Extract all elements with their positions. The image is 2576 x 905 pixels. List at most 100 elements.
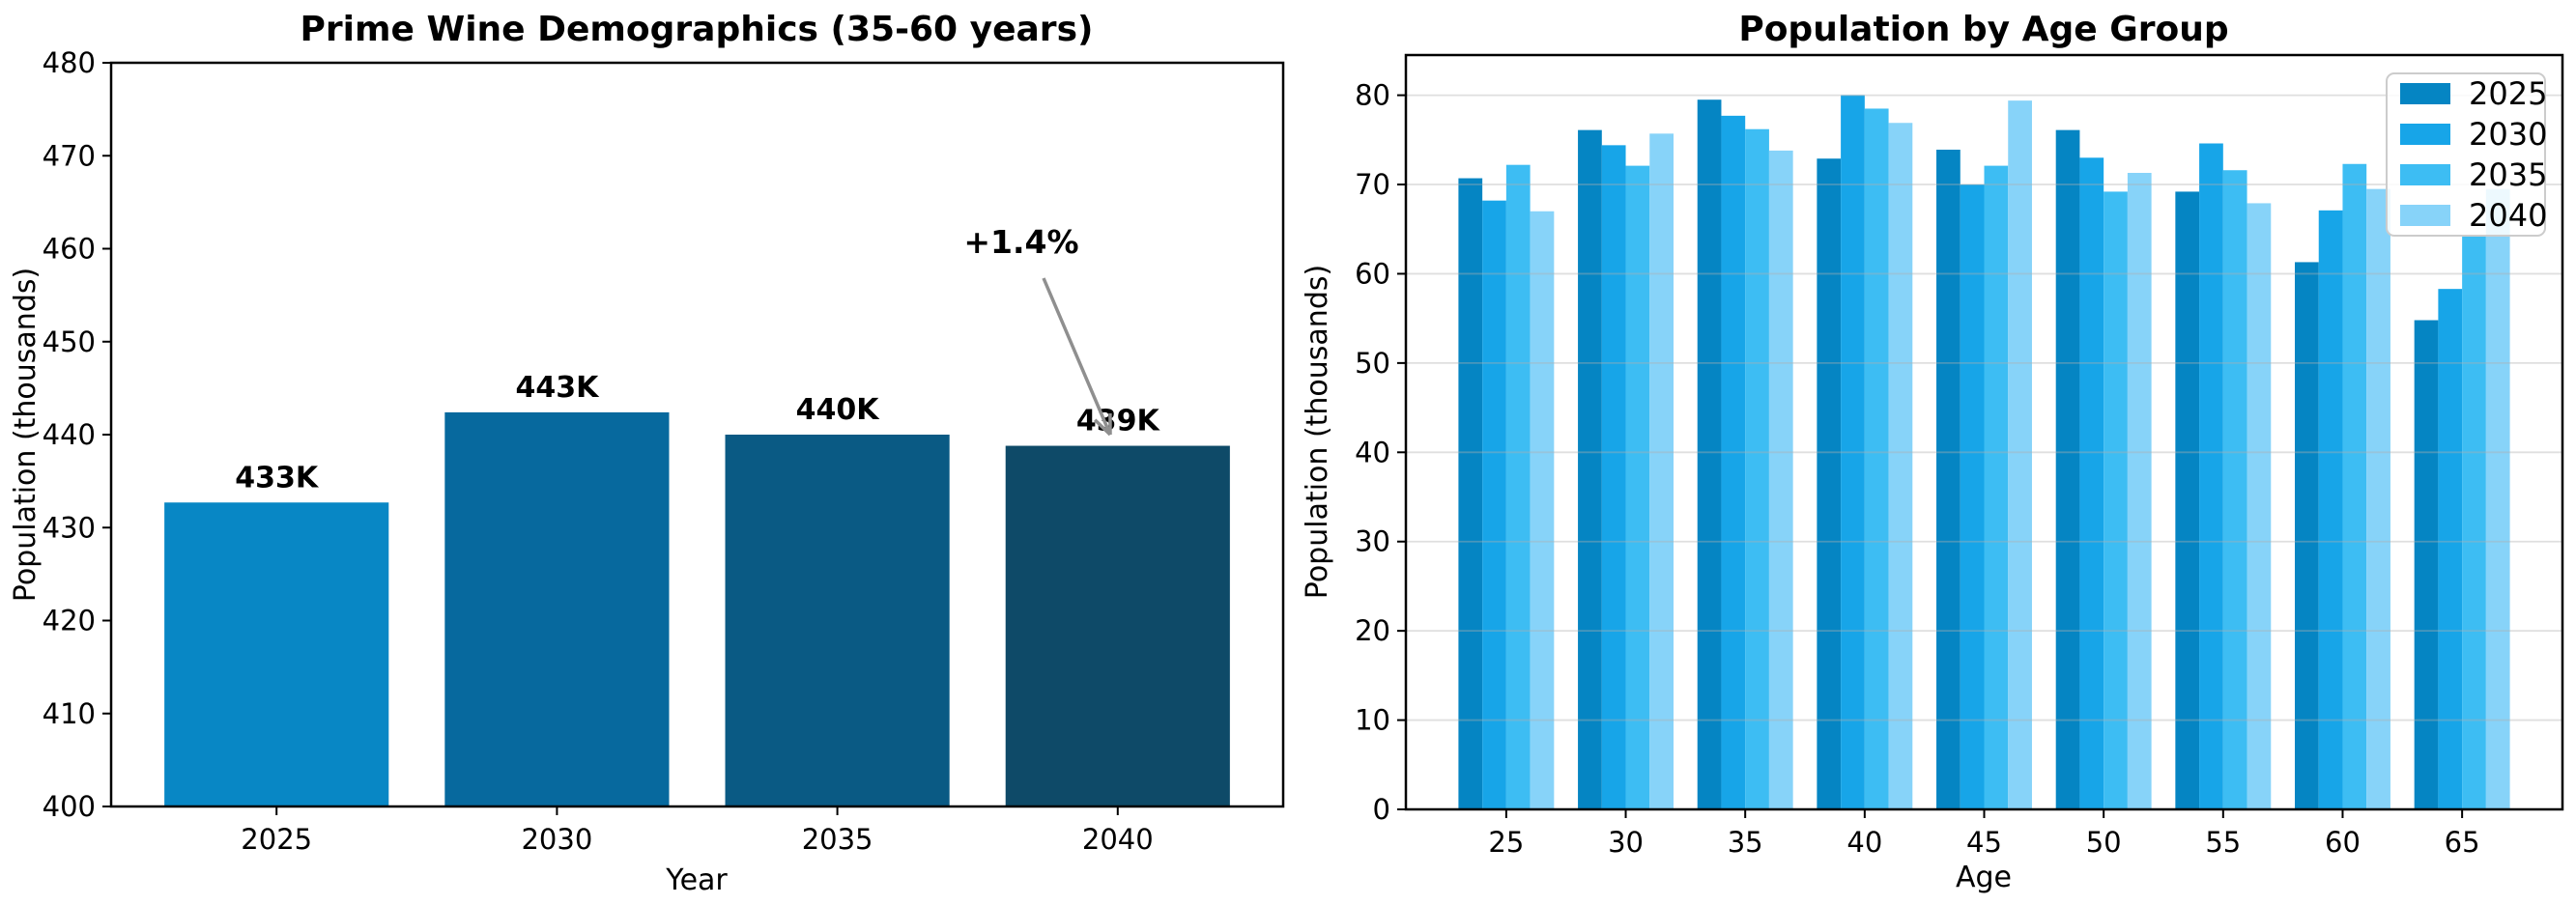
bar-age50-2035: [2104, 191, 2128, 809]
bar-age55-2030: [2199, 143, 2223, 809]
legend-swatch-2035: [2400, 164, 2450, 185]
x-tick-label: 50: [2086, 826, 2122, 859]
right-chart-ylabel: Population (thousands): [1301, 265, 1334, 599]
x-tick-label: 2030: [521, 823, 592, 856]
bar-age50-2025: [2055, 129, 2080, 809]
x-tick-label: 25: [1488, 826, 1524, 859]
y-tick-label: 10: [1355, 704, 1390, 737]
bar-age25-2025: [1458, 178, 1483, 810]
bar-age40-2025: [1817, 158, 1842, 809]
y-tick-label: 460: [43, 233, 96, 266]
bar-age45-2025: [1936, 149, 1961, 809]
bar-age65-2035: [2462, 235, 2486, 810]
left-chart-prime-wine-demographics: Prime Wine Demographics (35-60 years) Ye…: [9, 10, 1285, 897]
x-tick-label: 45: [1966, 826, 2002, 859]
bar-value-label-2030: 443K: [515, 371, 600, 405]
bar-age30-2030: [1601, 145, 1626, 810]
bar-age30-2025: [1578, 129, 1602, 809]
annotation-arrow-shaft: [1042, 277, 1112, 436]
bar-age60-2035: [2342, 163, 2367, 809]
annotation-text: +1.4%: [963, 223, 1078, 261]
bar-age35-2035: [1745, 128, 1769, 809]
y-tick-label: 20: [1355, 614, 1390, 647]
bar-age25-2035: [1505, 164, 1531, 809]
y-tick-label: 80: [1355, 79, 1390, 112]
legend-swatch-2025: [2400, 83, 2450, 104]
legend-swatch-2040: [2400, 205, 2450, 226]
y-tick-label: 60: [1355, 257, 1390, 290]
y-tick-label: 450: [43, 325, 96, 358]
bar-age45-2040: [2008, 100, 2032, 810]
right-chart-title: Population by Age Group: [1738, 10, 2228, 49]
x-tick-label: 30: [1608, 826, 1644, 859]
annotation-arrow-head: [1093, 418, 1112, 437]
y-tick-label: 480: [43, 46, 96, 79]
bar-2030: [444, 411, 670, 806]
legend-box: [2386, 72, 2546, 237]
y-tick-label: 0: [1373, 793, 1390, 826]
bar-value-label-2035: 440K: [796, 393, 881, 427]
bar-age50-2040: [2127, 173, 2152, 809]
plot-border: [109, 61, 1285, 808]
bar-age65-2040: [2485, 188, 2510, 810]
legend-label-2040: 2040: [2469, 197, 2547, 234]
bar-age25-2040: [1530, 211, 1555, 810]
bar-age35-2040: [1768, 150, 1793, 809]
bar-age30-2040: [1649, 133, 1674, 810]
x-tick-label: 2035: [802, 823, 873, 856]
y-tick-label: 50: [1355, 347, 1390, 380]
x-tick-label: 40: [1846, 826, 1882, 859]
y-tick-label: 410: [43, 697, 96, 730]
bar-age60-2025: [2295, 262, 2319, 809]
plot-border: [1404, 53, 2564, 811]
y-tick-label: 30: [1355, 525, 1390, 558]
bar-age55-2040: [2247, 203, 2272, 809]
y-tick-label: 440: [43, 418, 96, 451]
left-chart-title: Prime Wine Demographics (35-60 years): [301, 10, 1094, 49]
x-tick-label: 55: [2205, 826, 2241, 859]
bar-age55-2025: [2175, 191, 2200, 809]
bar-age45-2030: [1960, 184, 1985, 809]
x-tick-label: 60: [2325, 826, 2361, 859]
bar-age50-2030: [2079, 157, 2104, 810]
bar-age65-2030: [2438, 289, 2463, 809]
y-tick-label: 430: [43, 511, 96, 544]
legend-label-2030: 2030: [2469, 116, 2547, 153]
x-tick-label: 2025: [241, 823, 312, 856]
y-tick-label: 400: [43, 790, 96, 823]
bar-2025: [164, 502, 389, 806]
legend-swatch-2030: [2400, 124, 2450, 145]
left-chart-xlabel: Year: [665, 863, 728, 897]
bar-age65-2025: [2414, 320, 2439, 809]
legend-label-2035: 2035: [2469, 156, 2547, 193]
bar-2040: [1005, 445, 1230, 806]
bar-age45-2035: [1984, 165, 2009, 810]
x-tick-label: 35: [1728, 826, 1763, 859]
bar-age60-2040: [2366, 188, 2390, 810]
bar-age35-2025: [1697, 99, 1722, 810]
right-chart-population-by-age-group: Population by Age Group Age Population (…: [1301, 10, 2564, 894]
bar-age55-2035: [2222, 170, 2247, 809]
y-tick-label: 420: [43, 605, 96, 637]
x-tick-label: 2040: [1082, 823, 1154, 856]
bar-age40-2035: [1864, 108, 1889, 809]
legend-label-2025: 2025: [2469, 75, 2547, 112]
left-chart-ylabel: Population (thousands): [9, 268, 43, 602]
y-tick-label: 470: [43, 139, 96, 172]
bar-value-label-2040: 439K: [1076, 405, 1161, 438]
y-tick-label: 40: [1355, 436, 1390, 468]
left-plot-area: 433K 2025 443K 2030 440K 2035 439K 2040 400 410 42…: [43, 46, 1285, 856]
right-chart-xlabel: Age: [1956, 861, 2012, 894]
y-tick-label: 70: [1355, 168, 1390, 201]
bar-2035: [725, 435, 950, 806]
bar-age40-2030: [1841, 95, 1865, 809]
x-tick-label: 65: [2445, 826, 2480, 859]
bar-age30-2035: [1625, 165, 1650, 810]
bar-value-label-2025: 433K: [235, 461, 320, 495]
bar-age35-2030: [1721, 115, 1746, 809]
bar-age25-2030: [1482, 200, 1506, 810]
bar-age40-2040: [1888, 123, 1913, 810]
